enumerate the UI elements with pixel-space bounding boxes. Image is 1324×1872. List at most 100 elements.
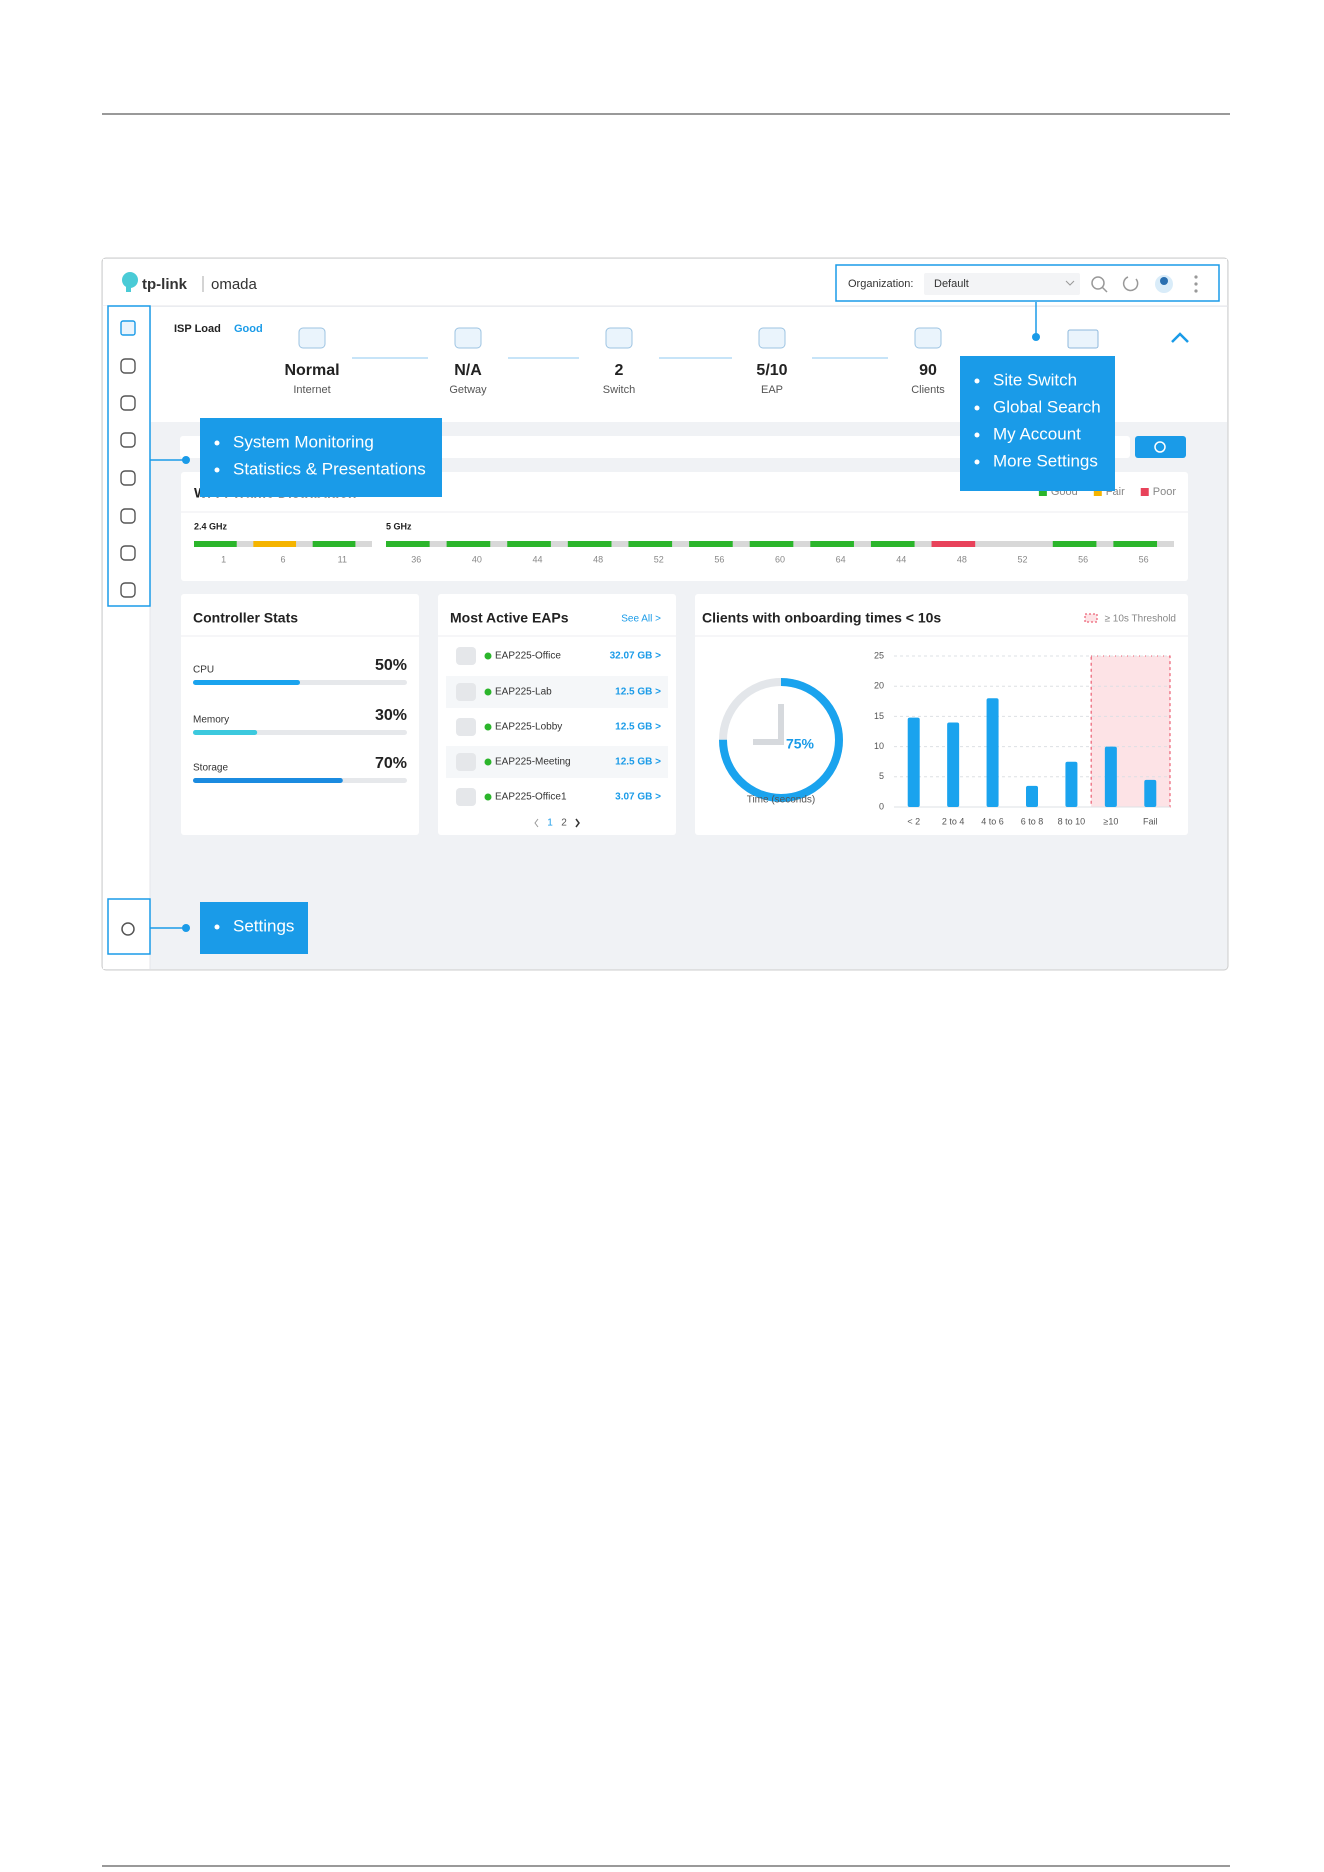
callout-text: More Settings	[993, 451, 1098, 470]
y-tick-label: 0	[879, 801, 884, 811]
y-tick-label: 5	[879, 771, 884, 781]
row-bg	[446, 746, 668, 778]
legend-swatch	[1140, 488, 1149, 496]
status-dot	[484, 793, 492, 801]
eap-icon	[456, 788, 476, 806]
donut-arc	[719, 678, 843, 802]
topology-label: Switch	[603, 384, 635, 396]
nav-icon[interactable]	[120, 470, 136, 486]
eap-name: EAP225-Meeting	[495, 757, 571, 768]
channel-label: 56	[1139, 554, 1149, 564]
x-tick-label: 8 to 10	[1058, 816, 1086, 826]
channel-segment	[1113, 541, 1158, 547]
topology-icon	[454, 327, 482, 349]
connector-dot	[1032, 333, 1040, 341]
logo-icon	[126, 280, 131, 292]
nav-icon[interactable]	[120, 395, 136, 411]
stat-bar	[193, 778, 343, 783]
channel-segment	[312, 541, 356, 547]
nav-icon[interactable]	[120, 508, 136, 524]
search-icon[interactable]	[1091, 276, 1105, 290]
y-tick-label: 20	[874, 681, 884, 691]
more-icon[interactable]	[1194, 275, 1198, 293]
bullet	[974, 432, 980, 438]
topology-icon	[758, 327, 786, 349]
channel-segment	[992, 541, 1036, 547]
threshold-region	[1090, 655, 1171, 808]
eap-traffic: 12.5 GB >	[615, 722, 661, 733]
stat-label: CPU	[193, 665, 214, 676]
see-all-link[interactable]: See All >	[621, 614, 661, 625]
callout-text: My Account	[993, 424, 1081, 443]
nav-icon[interactable]	[120, 432, 136, 448]
channel-label: 1	[221, 554, 226, 564]
channel-segment	[253, 541, 297, 547]
band-label: 2.4 GHz	[194, 521, 228, 531]
bar	[1026, 785, 1038, 807]
nav-icon[interactable]	[120, 545, 136, 561]
eap-traffic: 32.07 GB >	[610, 651, 662, 662]
x-tick-label: < 2	[907, 816, 920, 826]
nav-icon[interactable]	[120, 582, 136, 598]
page-next	[575, 818, 580, 828]
status-dot	[484, 652, 492, 660]
org-dropdown[interactable]	[924, 273, 1080, 295]
page-prev	[534, 818, 539, 828]
eap-traffic: 12.5 GB >	[615, 687, 661, 698]
eap-traffic: 3.07 GB >	[615, 792, 661, 803]
card-title: Most Active EAPs	[450, 610, 569, 626]
stat-bar	[193, 730, 258, 735]
bar	[1104, 746, 1117, 807]
topology-icon	[605, 327, 633, 349]
channel-label: 56	[714, 554, 724, 564]
refresh-icon[interactable]	[1122, 276, 1139, 292]
product-text: omada	[211, 276, 258, 293]
topology-value: N/A	[454, 362, 482, 379]
channel-segment	[810, 541, 854, 547]
stat-value: 30%	[375, 707, 407, 724]
status-dot	[484, 758, 492, 766]
onboarding-card	[695, 594, 1188, 835]
channel-segment	[749, 541, 794, 547]
x-tick-label: ≥10	[1103, 816, 1118, 826]
nav-icon[interactable]	[120, 358, 136, 374]
channel-label: 40	[472, 554, 482, 564]
y-tick-label: 10	[874, 741, 884, 751]
status-dot	[484, 688, 492, 696]
channel-label: 56	[1078, 554, 1088, 564]
y-tick-label: 25	[874, 650, 884, 660]
donut-label: 75%	[786, 736, 815, 752]
gear-icon[interactable]	[121, 922, 135, 936]
channel-label: 52	[654, 554, 664, 564]
row-bg	[446, 676, 668, 708]
channel-label: 48	[593, 554, 603, 564]
settings-button[interactable]	[1135, 436, 1186, 458]
threshold-label: ≥ 10s Threshold	[1105, 614, 1176, 625]
bar	[986, 698, 999, 807]
bullet	[214, 440, 220, 446]
clock-hands	[753, 704, 784, 745]
channel-segment	[870, 541, 915, 547]
channel-label: 60	[775, 554, 785, 564]
collapse-chevron[interactable]	[1171, 332, 1189, 343]
legend-swatch	[1038, 488, 1047, 496]
eap-name: EAP225-Office1	[495, 792, 567, 803]
x-tick-label: 2 to 4	[942, 816, 965, 826]
channel-label: 48	[957, 554, 967, 564]
topology-value: 2	[615, 362, 624, 379]
channel-segment	[567, 541, 612, 547]
isp-label: ISP Load	[174, 323, 221, 335]
channel-label: 6	[280, 554, 285, 564]
channel-segment	[507, 541, 551, 547]
eap-icon	[456, 753, 476, 771]
nav-icon[interactable]	[120, 320, 136, 336]
stat-label: Memory	[193, 715, 229, 726]
channel-segment	[194, 541, 237, 547]
logo-text: tp-link	[142, 276, 188, 293]
topology-icon	[1067, 329, 1099, 349]
channel-segment	[931, 541, 976, 547]
settings-highlight	[107, 898, 151, 955]
topology-icon	[298, 327, 326, 349]
